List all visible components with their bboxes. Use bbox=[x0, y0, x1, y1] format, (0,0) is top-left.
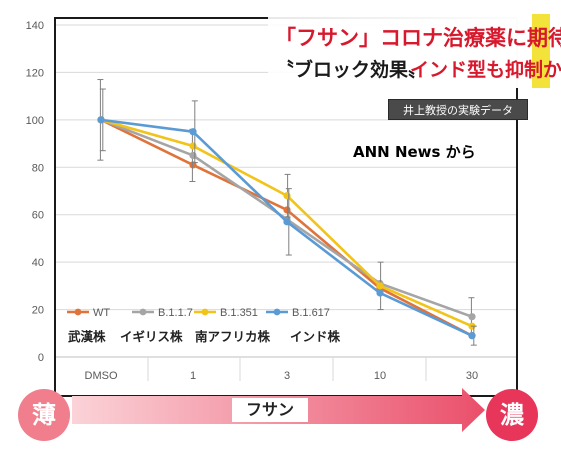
series-group bbox=[97, 79, 477, 346]
banner-line-1: 「フサン」コロナ治療薬に期待 bbox=[275, 26, 561, 50]
banner-background bbox=[268, 14, 550, 88]
series-b1617 bbox=[97, 88, 477, 346]
gridlines bbox=[56, 24, 516, 358]
point-b1617-2 bbox=[283, 218, 291, 226]
legend-marker-wt bbox=[74, 308, 82, 316]
y-tick-label-60: 60 bbox=[32, 210, 44, 222]
point-b1351-1 bbox=[189, 142, 197, 150]
point-b1617-0 bbox=[97, 116, 105, 124]
point-b1617-3 bbox=[376, 289, 384, 297]
y-tick-label-20: 20 bbox=[32, 305, 44, 317]
y-tick-label-120: 120 bbox=[26, 67, 44, 79]
y-axis-ticks: 0 20 40 60 80 100 120 140 bbox=[26, 20, 44, 364]
banner-yellow-bar bbox=[532, 14, 550, 88]
y-tick-label-40: 40 bbox=[32, 257, 44, 269]
y-tick-label-0: 0 bbox=[38, 352, 44, 364]
x-tick-label-10: 10 bbox=[374, 370, 386, 382]
point-b1617-1 bbox=[189, 128, 197, 136]
x-tick-label-3: 3 bbox=[284, 370, 290, 382]
legend-label-b1617: B.1.617 bbox=[292, 307, 330, 319]
drug-label: フサン bbox=[232, 398, 308, 422]
legend-label-b1351: B.1.351 bbox=[220, 307, 258, 319]
strain-label-wt: 武漢株 bbox=[68, 329, 106, 344]
banner-line-2b: インド型も抑制か bbox=[410, 58, 561, 81]
legend-label-b117: B.1.1.7 bbox=[158, 307, 193, 319]
point-b1617-4 bbox=[468, 332, 476, 340]
x-tick-label-30: 30 bbox=[466, 370, 478, 382]
y-tick-label-80: 80 bbox=[32, 162, 44, 174]
lab-data-tag: 井上教授の実験データ bbox=[388, 99, 528, 120]
legend-marker-b1351 bbox=[201, 308, 209, 316]
news-credit: ANN News から bbox=[353, 143, 476, 161]
x-tick-label-DMSO: DMSO bbox=[85, 370, 118, 382]
point-b117-4 bbox=[468, 313, 476, 321]
strain-label-b1351: 南アフリカ株 bbox=[195, 329, 271, 344]
strain-label-b1617: インド株 bbox=[290, 329, 341, 344]
point-wt-2 bbox=[283, 206, 291, 214]
banner-line-2a: 〝ブロック効果〟 bbox=[275, 58, 427, 81]
legend-marker-b1617 bbox=[273, 308, 281, 316]
legend-marker-b117 bbox=[139, 308, 147, 316]
legend: WT B.1.1.7 B.1.351 B.1.617 bbox=[67, 307, 330, 319]
x-axis-ticks: DMSO 1 3 10 30 bbox=[85, 357, 478, 382]
low-concentration-circle: 薄 bbox=[18, 389, 70, 441]
point-b117-1 bbox=[189, 151, 197, 160]
high-concentration-circle: 濃 bbox=[486, 389, 538, 441]
point-b1351-2 bbox=[283, 192, 291, 200]
y-tick-label-100: 100 bbox=[26, 115, 44, 127]
legend-label-wt: WT bbox=[93, 307, 110, 319]
point-b1351-3 bbox=[376, 282, 384, 290]
y-tick-label-140: 140 bbox=[26, 20, 44, 32]
x-tick-label-1: 1 bbox=[190, 370, 196, 382]
strain-label-b117: イギリス株 bbox=[120, 329, 183, 344]
headline-banner: 「フサン」コロナ治療薬に期待 〝ブロック効果〟 インド型も抑制か bbox=[268, 14, 561, 88]
point-wt-1 bbox=[189, 161, 197, 169]
